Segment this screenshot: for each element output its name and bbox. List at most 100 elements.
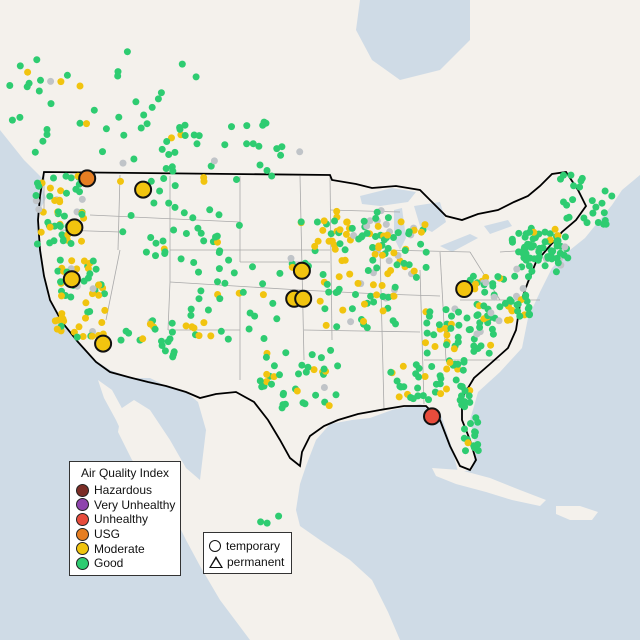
monitor-dot	[482, 279, 490, 287]
monitor-dot	[132, 98, 140, 106]
monitor-dot	[508, 235, 516, 243]
monitor-dot	[333, 323, 341, 331]
monitor-dot	[332, 391, 340, 399]
monitor-dot	[67, 293, 75, 301]
monitor-dot	[560, 251, 568, 259]
monitor-dot	[390, 292, 398, 300]
monitor-dot	[197, 229, 205, 237]
good-swatch-icon	[76, 556, 89, 570]
monitor-dot	[249, 263, 256, 271]
monitor-dot	[304, 363, 312, 371]
monitor-dot	[216, 295, 224, 303]
monitor-dot	[245, 325, 253, 333]
monitor-dot	[369, 281, 377, 289]
monitor-dot	[230, 269, 238, 277]
monitor-dot	[63, 189, 70, 197]
monitor-dot	[465, 326, 473, 334]
monitor-dot	[215, 265, 223, 273]
monitor-dot	[576, 183, 584, 191]
monitor-dot	[561, 233, 569, 241]
monitor-dot	[382, 220, 390, 228]
monitor-dot	[525, 273, 532, 281]
monitor-dot	[256, 377, 264, 385]
monitor-dot	[397, 383, 405, 391]
monitor-dot	[170, 226, 178, 234]
monitor-dot	[350, 232, 358, 239]
monitor-dot	[34, 179, 41, 187]
monitor-dot	[60, 212, 68, 220]
monitor-dot	[570, 182, 578, 190]
monitor-dot	[522, 250, 530, 258]
monitor-dot	[50, 237, 58, 245]
state-line	[105, 249, 121, 321]
large-monitor-unhealthy[interactable]	[423, 407, 441, 426]
large-monitor-moderate[interactable]	[292, 261, 311, 280]
monitor-dot	[472, 414, 480, 422]
monitor-dot	[378, 251, 386, 259]
monitor-dot	[334, 362, 342, 370]
monitor-dot	[437, 390, 445, 398]
monitor-dot	[552, 268, 560, 276]
monitor-dot	[355, 235, 363, 243]
large-monitor-moderate[interactable]	[294, 289, 313, 308]
large-monitor-moderate[interactable]	[94, 334, 113, 353]
large-monitor-moderate[interactable]	[65, 218, 84, 237]
monitor-dot	[58, 314, 66, 322]
monitor-dot	[76, 82, 84, 90]
monitor-dot	[379, 307, 387, 315]
monitor-dot	[431, 343, 439, 350]
monitor-dot	[32, 192, 40, 199]
legend-item-unhealthy: Unhealthy	[70, 512, 180, 527]
monitor-dot	[46, 192, 54, 200]
monitor-dot	[577, 177, 585, 185]
monitor-dot	[608, 192, 616, 200]
monitor-dot	[415, 373, 423, 381]
monitor-dot	[504, 316, 511, 324]
monitor-dot	[101, 290, 108, 298]
monitor-dot	[277, 151, 285, 159]
monitor-dot	[276, 371, 283, 379]
monitor-dot	[168, 134, 175, 142]
monitor-dot	[551, 225, 559, 233]
monitor-dot	[90, 106, 98, 114]
monitor-dot	[314, 237, 322, 245]
legend-label: permanent	[227, 555, 285, 569]
monitor-dot	[147, 234, 155, 241]
monitor-dot	[259, 291, 267, 299]
monitor-dots	[6, 48, 616, 527]
aqi-legend-title: Air Quality Index	[80, 466, 170, 480]
monitor-dot	[482, 273, 490, 281]
monitor-dot	[169, 353, 177, 361]
monitor-dot	[412, 273, 420, 281]
monitor-dot	[600, 220, 608, 228]
monitor-dot	[151, 325, 159, 333]
large-monitor-moderate[interactable]	[134, 180, 153, 199]
monitor-dot	[188, 323, 196, 331]
monitor-dot	[316, 297, 324, 305]
circle-icon	[209, 540, 221, 552]
monitor-dot	[476, 323, 484, 331]
monitor-dot	[405, 261, 413, 269]
monitor-dot	[371, 250, 379, 258]
monitor-dot	[378, 282, 386, 289]
monitor-dot	[561, 243, 569, 251]
monitor-dot	[409, 395, 417, 403]
large-monitor-moderate[interactable]	[455, 280, 474, 298]
monitor-dot	[448, 312, 455, 320]
monitor-dot	[375, 244, 383, 252]
large-monitor-moderate[interactable]	[62, 270, 81, 289]
monitor-dot	[156, 187, 164, 195]
monitor-dot	[57, 78, 65, 86]
monitor-dot	[383, 231, 391, 239]
monitor-dot	[257, 518, 265, 526]
monitor-dot	[480, 302, 488, 310]
monitor-dot	[214, 278, 221, 286]
monitor-dot	[221, 141, 229, 149]
monitor-dot	[25, 79, 33, 87]
monitor-dot	[56, 222, 64, 230]
monitor-dot	[397, 218, 405, 226]
large-monitor-usg[interactable]	[78, 169, 97, 188]
monitor-dot	[67, 240, 75, 247]
monitor-dot	[374, 222, 382, 230]
monitor-dot	[262, 119, 270, 127]
